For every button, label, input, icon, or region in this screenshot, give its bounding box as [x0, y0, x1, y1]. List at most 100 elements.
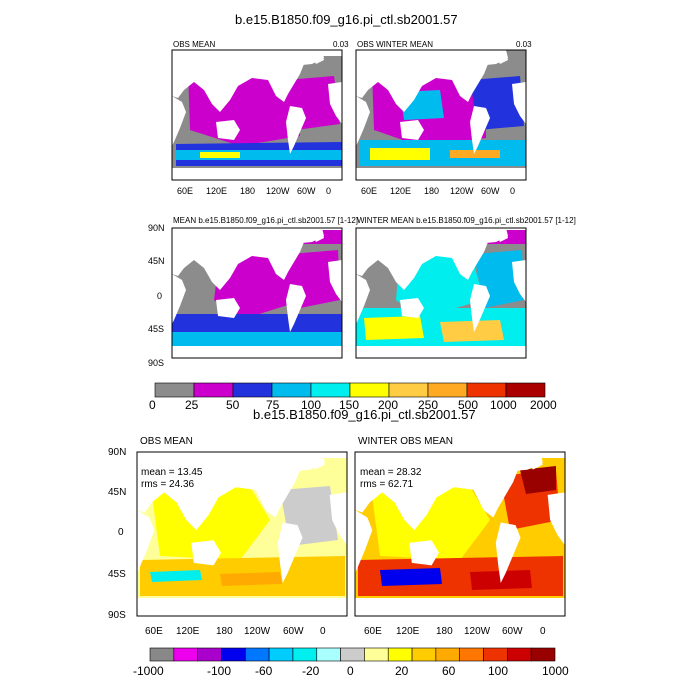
colorbar-swatch [197, 647, 222, 662]
colorbar-label: -20 [302, 664, 320, 678]
colorbar-label: 75 [266, 398, 280, 412]
panel-label-diff-winter: WINTER OBS MEAN [358, 436, 454, 447]
colorbar-label: 100 [488, 664, 509, 678]
map-model-mean [171, 227, 343, 359]
lon-tick-p1-6: 0 [326, 186, 332, 196]
colorbar-label: 1000 [490, 398, 517, 412]
colorbar-swatch [411, 647, 437, 662]
colorbar-label: 200 [378, 398, 399, 412]
colorbar-swatch [149, 647, 175, 662]
lat-tick-b-0: 0 [118, 527, 124, 538]
panel-label-diff-mean: OBS MEAN [140, 436, 193, 447]
map-obs-winter-mean [355, 49, 527, 181]
colorbar-top [154, 382, 546, 398]
lon-tick-p6-5: 60W [502, 626, 523, 637]
colorbar-swatch [364, 647, 389, 662]
lat-tick-90n: 90N [148, 223, 165, 233]
colorbar-label: 150 [339, 398, 360, 412]
panel-corner-obs-mean: 0.03 [333, 40, 349, 49]
lon-tick-p2-4: 120W [450, 186, 474, 196]
colorbar-swatch [388, 382, 429, 398]
lon-tick-p6-6: 0 [540, 626, 546, 637]
lon-tick-p2-1: 60E [361, 186, 378, 196]
lon-tick-p5-6: 0 [320, 626, 326, 637]
colorbar-label: 0 [149, 398, 156, 412]
lon-tick-p6-4: 120W [464, 626, 491, 637]
lon-tick-p6-1: 60E [364, 626, 382, 637]
colorbar-swatch [483, 647, 508, 662]
colorbar-label: -60 [255, 664, 273, 678]
colorbar-label: 0 [347, 664, 354, 678]
panel-label-obs-winter-mean: OBS WINTER MEAN [357, 40, 434, 49]
colorbar-swatch [268, 647, 294, 662]
colorbar-swatch [221, 647, 246, 662]
map-diff-winter [354, 451, 566, 617]
lon-tick-p6-2: 120E [396, 626, 420, 637]
colorbar-swatch [505, 382, 546, 398]
stat-mean-diff: mean = 13.45 [141, 467, 203, 478]
panel-label-model-mean: MEAN b.e15.B1850.f09_g16.pi_ctl.sb2001.5… [173, 216, 359, 225]
stat-mean-winter: mean = 28.32 [360, 467, 422, 478]
colorbar-label: -1000 [133, 664, 164, 678]
lon-tick-p1-1: 60E [177, 186, 194, 196]
lon-tick-p5-4: 120W [244, 626, 271, 637]
lat-tick-b-45n: 45N [108, 487, 127, 498]
bottom-title: b.e15.B1850.f09_g16.pi_ctl.sb2001.57 [253, 407, 476, 422]
top-title: b.e15.B1850.f09_g16.pi_ctl.sb2001.57 [235, 12, 458, 27]
lon-tick-p1-2: 120E [206, 186, 228, 196]
colorbar-swatch [427, 382, 468, 398]
lon-tick-p5-2: 120E [176, 626, 200, 637]
colorbar-swatch [271, 382, 312, 398]
colorbar-swatch [173, 647, 198, 662]
panel-label-model-winter-mean: WINTER MEAN b.e15.B1850.f09_g16.pi_ctl.s… [357, 216, 576, 225]
map-diff-mean [136, 451, 348, 617]
map-model-winter-mean [355, 227, 527, 359]
lat-tick-b-90s: 90S [108, 610, 126, 621]
lon-tick-p5-3: 180 [216, 626, 233, 637]
colorbar-swatch [459, 647, 484, 662]
lon-tick-p5-1: 60E [145, 626, 163, 637]
colorbar-swatch [435, 647, 461, 662]
colorbar-label: 25 [185, 398, 199, 412]
colorbar-label: 50 [226, 398, 240, 412]
colorbar-swatch [349, 382, 390, 398]
lon-tick-p2-5: 60W [481, 186, 500, 196]
colorbar-label: 2000 [530, 398, 557, 412]
stat-rms-diff: rms = 24.36 [141, 479, 195, 490]
colorbar-swatch [310, 382, 351, 398]
colorbar-label: 500 [458, 398, 479, 412]
lat-tick-b-90n: 90N [108, 447, 127, 458]
colorbar-label: 250 [418, 398, 439, 412]
lon-tick-p5-5: 60W [283, 626, 304, 637]
colorbar-swatch [193, 382, 234, 398]
colorbar-swatch [316, 647, 341, 662]
panel-corner-obs-winter-mean: 0.03 [516, 40, 532, 49]
lat-tick-0: 0 [157, 291, 163, 301]
colorbar-swatch [232, 382, 273, 398]
colorbar-bottom [149, 647, 556, 662]
colorbar-swatch [387, 647, 413, 662]
lat-tick-90s: 90S [148, 358, 165, 368]
lon-tick-p2-3: 180 [424, 186, 440, 196]
colorbar-swatch [530, 647, 556, 662]
lon-tick-p2-6: 0 [510, 186, 516, 196]
lat-tick-45s: 45S [148, 324, 165, 334]
lon-tick-p1-4: 120W [266, 186, 290, 196]
lon-tick-p1-3: 180 [240, 186, 256, 196]
colorbar-swatch [340, 647, 365, 662]
colorbar-label: 100 [301, 398, 322, 412]
colorbar-label: 20 [395, 664, 409, 678]
colorbar-label: 1000 [542, 664, 569, 678]
colorbar-swatch [154, 382, 195, 398]
lon-tick-p1-5: 60W [297, 186, 316, 196]
lat-tick-45n: 45N [148, 256, 165, 266]
colorbar-label: -100 [207, 664, 232, 678]
lon-tick-p6-3: 180 [436, 626, 453, 637]
colorbar-label: 60 [442, 664, 456, 678]
colorbar-swatch [292, 647, 318, 662]
colorbar-swatch [466, 382, 507, 398]
stat-rms-winter: rms = 62.71 [360, 479, 414, 490]
colorbar-swatch [507, 647, 532, 662]
lat-tick-b-45s: 45S [108, 569, 126, 580]
